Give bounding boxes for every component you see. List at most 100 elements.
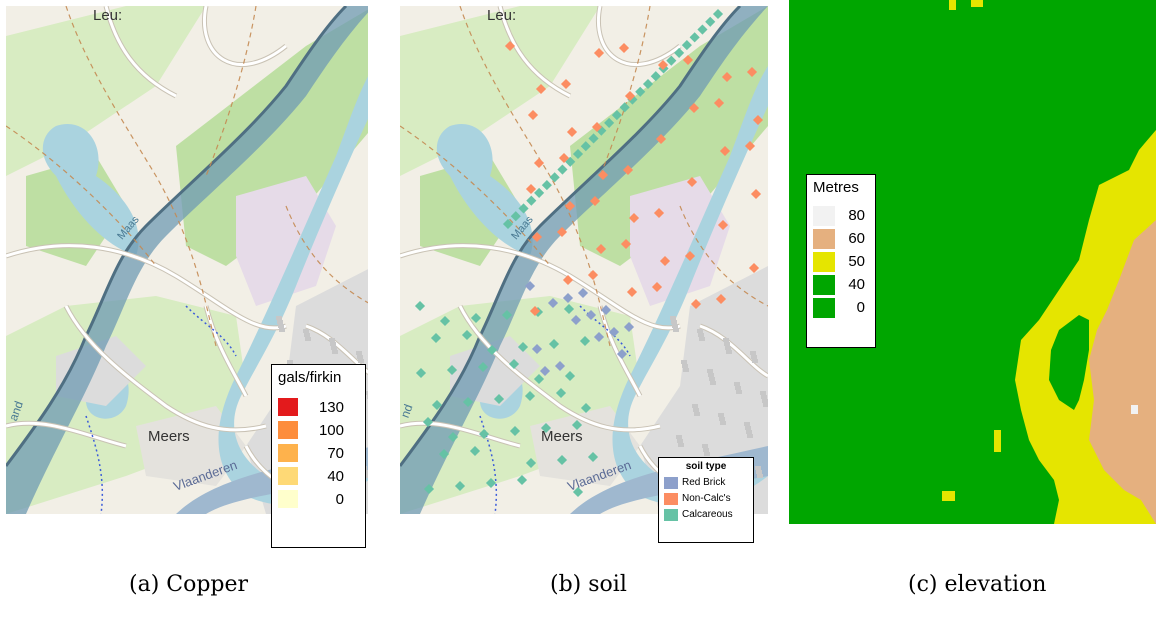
building: [723, 338, 729, 342]
boundary-line: [185, 305, 237, 357]
soil-sample-point: [556, 226, 568, 238]
building: [750, 351, 756, 355]
legend-swatch: [278, 421, 298, 439]
place-label-meers: Meers: [148, 428, 190, 445]
soil-sample-point: [525, 183, 537, 195]
legend-entry: Non-Calc's: [664, 492, 748, 505]
building: [746, 430, 752, 434]
building: [676, 435, 682, 439]
building: [710, 381, 716, 385]
soil-sample-point: [562, 274, 574, 286]
building: [720, 421, 726, 425]
building: [708, 373, 714, 377]
soil-sample-point: [533, 373, 545, 385]
building: [330, 342, 336, 346]
soil-sample-point: [572, 148, 584, 160]
building: [304, 333, 310, 337]
boundary-line: [400, 125, 551, 267]
road: [6, 421, 127, 448]
building: [703, 448, 709, 452]
elevation-band-60: [1089, 220, 1156, 524]
building: [752, 359, 758, 363]
soil-sample-point: [688, 102, 700, 114]
soil-sample-point: [533, 157, 545, 169]
soil-sample-point: [595, 243, 607, 255]
building: [760, 391, 766, 395]
soil-sample-point: [585, 309, 597, 321]
soil-sample-point: [626, 286, 638, 298]
soil-sample-point: [562, 292, 574, 304]
legend-label: 100: [318, 421, 344, 439]
soil-sample-point: [712, 8, 724, 20]
soil-sample-point: [486, 344, 498, 356]
soil-sample-point: [517, 341, 529, 353]
legend-swatch: [813, 274, 835, 295]
building: [704, 452, 710, 456]
soil-sample-point: [414, 300, 426, 312]
building: [279, 328, 285, 332]
soil-sample-point: [531, 343, 543, 355]
urban-area: [640, 266, 768, 514]
soil-sample-point: [719, 145, 731, 157]
building: [357, 355, 363, 359]
river-bank: [6, 6, 348, 467]
soil-sample-point: [651, 281, 663, 293]
soil-sample-point: [439, 315, 451, 327]
soil-sample-point: [431, 399, 443, 411]
soil-sample-point: [588, 133, 599, 144]
building: [725, 346, 731, 350]
building: [697, 329, 703, 333]
legend-label: 40: [327, 467, 344, 485]
soil-sample-point: [623, 321, 635, 333]
legend-entry: Red Brick: [664, 476, 748, 489]
elevation-legend: Metres 80 60 50 40 0: [806, 174, 876, 348]
legend-entry: 100: [278, 421, 359, 439]
road: [498, 6, 571, 98]
soil-sample-point: [616, 348, 628, 360]
building: [683, 368, 689, 372]
soil-sample-point: [566, 126, 578, 138]
building: [745, 426, 751, 430]
soil-sample-point: [516, 474, 528, 486]
soil-sample-point: [620, 238, 632, 250]
legend-entry: 40: [278, 467, 359, 485]
building: [707, 369, 713, 373]
boundary-line: [679, 205, 768, 307]
boundary-line: [579, 305, 631, 357]
building: [747, 434, 753, 438]
soil-sample-point: [750, 188, 762, 200]
soil-sample-point: [715, 293, 727, 305]
building: [332, 350, 338, 354]
soil-sample-point: [555, 387, 567, 399]
soil-sample-point: [524, 280, 536, 292]
soil-sample-point: [650, 71, 661, 82]
soil-sample-point: [548, 338, 560, 350]
legend-swatch: [278, 444, 298, 462]
legend-entry: 130: [278, 398, 359, 416]
soil-sample-point: [560, 78, 572, 90]
soil-sample-point: [593, 331, 605, 343]
soil-sample-point: [580, 402, 592, 414]
soil-sample-point: [558, 152, 570, 164]
industrial-area: [630, 176, 730, 306]
soil-sample-point: [600, 304, 612, 316]
building: [693, 408, 699, 412]
building: [278, 324, 284, 328]
soil-sample-point: [493, 393, 505, 405]
soil-sample-point: [529, 305, 541, 317]
soil-sample-point: [438, 448, 450, 460]
road: [699, 324, 768, 378]
legend-label: 0: [335, 490, 344, 508]
soil-sample-point: [565, 156, 576, 167]
legend-swatch: [664, 476, 678, 489]
legend-title: soil type: [685, 461, 727, 472]
soil-sample-point: [580, 141, 591, 152]
legend-label: 70: [327, 444, 344, 462]
legend-swatch: [278, 467, 298, 485]
road: [203, 6, 287, 66]
soil-sample-point: [611, 110, 622, 121]
soil-sample-point: [577, 287, 589, 299]
soil-sample-point: [485, 477, 497, 489]
building: [755, 466, 761, 470]
building: [681, 360, 687, 364]
